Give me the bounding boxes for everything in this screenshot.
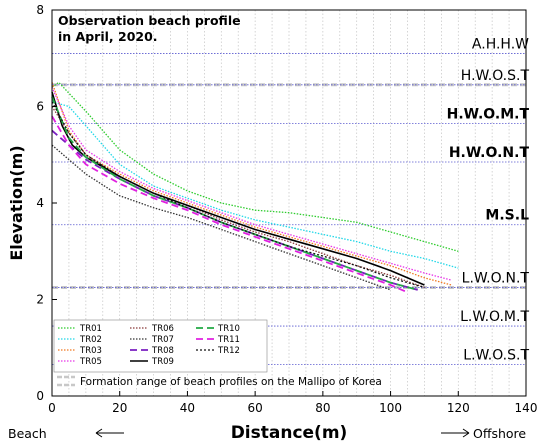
y-tick-label: 0: [36, 389, 44, 403]
x-tick-label: 80: [315, 401, 330, 415]
legend-label-tr11: TR11: [217, 335, 240, 345]
profile-series: [51, 81, 459, 294]
y-tick-label: 8: [36, 3, 44, 17]
legend-label-tr05: TR05: [79, 357, 102, 367]
level-label: L.W.O.N.T: [462, 270, 530, 286]
y-tick-label: 6: [36, 100, 44, 114]
legend-label-tr01: TR01: [79, 324, 102, 334]
x-right-note: Offshore: [473, 426, 526, 441]
x-axis-label: Distance(m): [231, 423, 348, 443]
level-label: H.W.O.S.T: [461, 68, 530, 84]
x-tick-label: 0: [48, 401, 56, 415]
arrow-left-icon: [95, 428, 124, 438]
level-label: A.H.H.W: [472, 36, 529, 52]
x-tick-label: 20: [112, 401, 127, 415]
x-left-note: Beach: [8, 426, 47, 441]
series-line-tr08: [51, 129, 418, 291]
arrow-right-icon: [441, 428, 470, 438]
chart-title-line-2: in April, 2020.: [58, 29, 158, 44]
x-tick-label: 140: [515, 401, 538, 415]
legend-label-tr02: TR02: [79, 335, 102, 345]
y-tick-label: 2: [36, 293, 44, 307]
vertical-grid: [68, 10, 510, 396]
level-label: H.W.O.N.T: [449, 145, 530, 161]
legend-label-tr09: TR09: [151, 357, 174, 367]
legend-label-tr08: TR08: [151, 346, 174, 356]
y-axis-label: Elevation(m): [7, 145, 26, 260]
series-line-tr09: [51, 91, 425, 286]
chart-title-line-1: Observation beach profile: [58, 13, 241, 28]
level-label: H.W.O.M.T: [447, 106, 530, 122]
band-legend: Formation range of beach profiles on the…: [57, 375, 382, 388]
y-tick-label: 4: [36, 196, 44, 210]
x-tick-label: 40: [180, 401, 195, 415]
x-tick-label: 120: [447, 401, 470, 415]
band-legend-label: Formation range of beach profiles on the…: [80, 376, 382, 388]
series-line-tr02: [51, 101, 459, 269]
legend-label-tr12: TR12: [217, 346, 240, 356]
x-tick-label: 60: [248, 401, 263, 415]
level-label: M.S.L: [485, 208, 529, 224]
tide-level-lines: A.H.H.W H.W.O.S.T H.W.O.M.T H.W.O.N.T M.S.L L…: [52, 36, 530, 366]
series-line-tr10: [51, 96, 418, 291]
series-line-tr11: [51, 115, 408, 294]
legend-label-tr10: TR10: [217, 324, 240, 334]
level-label: L.W.O.S.T: [463, 348, 529, 364]
legend-label-tr07: TR07: [151, 335, 174, 345]
x-tick-label: 100: [379, 401, 402, 415]
series-line-tr05: [51, 86, 452, 281]
legend-box: [53, 319, 268, 373]
legend-label-tr03: TR03: [79, 346, 102, 356]
series-line-tr12: [51, 101, 425, 289]
legend-label-tr06: TR06: [151, 324, 174, 334]
series-line-tr01: [51, 81, 459, 252]
level-label: L.W.O.M.T: [460, 309, 529, 325]
axis-ticks: 0 20 40 60 80 100 120 140 0 2 4 6 8: [36, 3, 537, 415]
